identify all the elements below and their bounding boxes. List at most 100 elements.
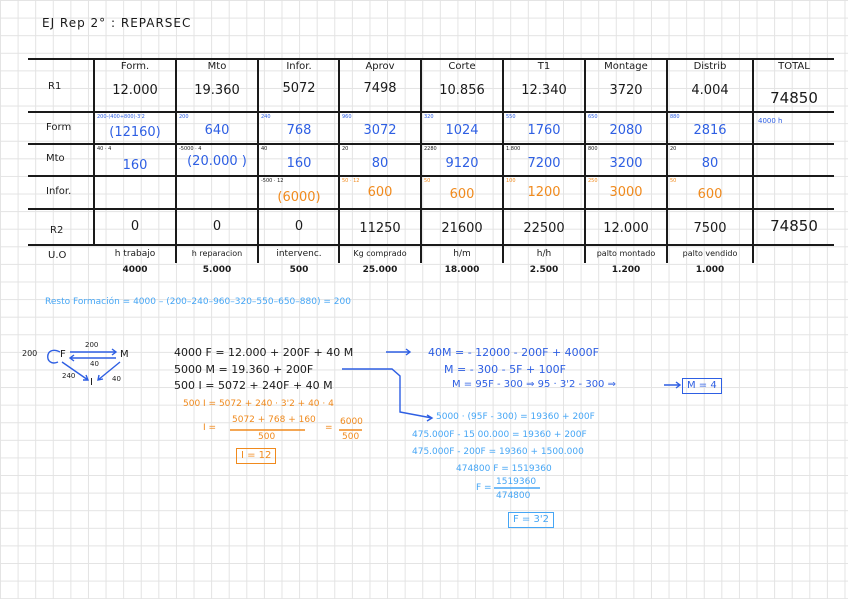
row-label-infor: Infor. (46, 186, 72, 197)
m-step-3: M = 95F - 300 ⇒ 95 · 3'2 - 300 ⇒ (452, 379, 616, 390)
form-corte: 1024 (445, 123, 479, 138)
mto-corte: 9120 (445, 156, 479, 171)
infor-aprov: 600 (367, 185, 393, 200)
r1-infor: 5072 (282, 81, 316, 96)
i-step-2-denominator: 500 (258, 432, 276, 442)
uo-unit-mto: h reparacion (191, 249, 243, 258)
diagram-arrow-fi: 240 (62, 372, 76, 380)
infor-corte: 600 (449, 187, 475, 202)
cost-distribution-table: Form. Mto Infor. Aprov Corte T1 Montage … (28, 58, 834, 280)
header-total: TOTAL (778, 61, 810, 72)
uo-unit-corte: h/m (453, 249, 471, 259)
header-corte: Corte (448, 61, 476, 72)
mto-t1: 7200 (527, 156, 561, 171)
mto-note-aprov: 20 (342, 146, 349, 152)
i-step-2-numerator: 5072 + 768 + 160 (232, 415, 316, 425)
resto-formacion-note: Resto Formación = 4000 – (200–240–960–32… (45, 297, 351, 307)
infor-distrib: 600 (697, 187, 723, 202)
mto-note-montage: 800 (588, 146, 598, 152)
row-label-r2: R2 (50, 225, 64, 236)
row-label-mto: Mto (46, 153, 65, 164)
r2-aprov: 11250 (359, 221, 401, 236)
uo-unit-infor: intervenc. (276, 249, 322, 259)
arrow-m-to-f-bottom (68, 354, 116, 362)
infor-note-corte: 50 (424, 178, 431, 184)
infor-note-t1: 100 (506, 178, 516, 184)
row-label-r1: R1 (48, 81, 62, 92)
table-rule (28, 143, 834, 145)
uo-unit-distrib: palto vendido (682, 249, 738, 258)
i-step-2-result-numerator: 6000 (340, 417, 363, 427)
r1-form: 12.000 (112, 83, 158, 98)
infor-montage: 3000 (609, 185, 643, 200)
r1-distrib: 4.004 (691, 83, 729, 98)
table-rule (28, 208, 834, 210)
uo-value-infor: 500 (289, 265, 309, 275)
form-t1: 1760 (527, 123, 561, 138)
mto-distrib: 80 (701, 156, 719, 171)
form-total-note: 4000 h (758, 117, 783, 125)
form-note-t1: 550 (506, 114, 516, 120)
loop-arrow (47, 349, 61, 364)
form-note-montage: 650 (588, 114, 598, 120)
mto-mto: (20.000 ) (187, 154, 247, 169)
table-rule (584, 58, 586, 263)
uo-unit-aprov: Kg comprado (353, 249, 407, 258)
i-step-2-lhs: I = (203, 423, 217, 433)
m-step-2: M = - 300 - 5F + 100F (444, 363, 566, 376)
table-rule (338, 58, 340, 263)
table-rule (28, 111, 834, 113)
mto-note-distrib: 20 (670, 146, 677, 152)
i-result-box: I = 12 (236, 448, 277, 464)
uo-value-mto: 5.000 (202, 265, 232, 275)
f-step-4: 474800 F = 1519360 (456, 464, 552, 474)
form-montage: 2080 (609, 123, 643, 138)
page-title: EJ Rep 2° : REPARSEC (42, 16, 192, 30)
mto-note-corte: 2280 (424, 146, 437, 152)
infor-note-distrib: 50 (670, 178, 677, 184)
form-distrib: 2816 (693, 123, 727, 138)
table-rule (666, 58, 668, 263)
diagram-arrow-fm-bottom: 40 (90, 360, 99, 368)
infor-infor: (6000) (277, 190, 321, 205)
uo-value-form: 4000 (122, 265, 148, 275)
uo-value-corte: 18.000 (444, 265, 480, 275)
infor-note-infor: -500 · 12 (261, 178, 284, 184)
table-rule (752, 58, 754, 263)
table-rule (28, 58, 834, 60)
mto-aprov: 80 (371, 156, 389, 171)
uo-value-aprov: 25.000 (362, 265, 398, 275)
r1-t1: 12.340 (521, 83, 567, 98)
uo-unit-montage: palto montado (596, 249, 656, 258)
mto-note-t1: 1.800 (506, 146, 521, 152)
table-rule (175, 58, 177, 263)
table-rule (93, 58, 95, 244)
mto-infor: 160 (286, 156, 312, 171)
r2-form: 0 (130, 219, 140, 234)
i-step-2-equals: = (325, 423, 333, 433)
header-aprov: Aprov (365, 61, 395, 72)
f-result-box: F = 3'2 (508, 512, 554, 528)
diagram-node-m: M (120, 349, 129, 360)
f-step-5-denominator: 474800 (496, 491, 531, 501)
arrow-f-to-i (61, 361, 90, 381)
uo-value-t1: 2.500 (529, 265, 559, 275)
mto-montage: 3200 (609, 156, 643, 171)
connector-eq2-to-f (342, 368, 434, 422)
arrow-m-to-i (97, 361, 121, 381)
infor-note-aprov: 50 · 12 (342, 178, 360, 184)
r2-corte: 21600 (441, 221, 483, 236)
connector-result-to-m (664, 381, 682, 389)
f-step-5-numerator: 1519360 (496, 477, 537, 487)
table-rule (28, 244, 834, 246)
form-note-distrib: 880 (670, 114, 680, 120)
diagram-arrow-fm-top: 200 (85, 341, 99, 349)
r2-t1: 22500 (523, 221, 565, 236)
r1-montage: 3720 (609, 83, 643, 98)
r2-montage: 12.000 (603, 221, 649, 236)
form-form: (12160) (109, 125, 161, 140)
r2-distrib: 7500 (693, 221, 727, 236)
form-mto: 640 (204, 123, 230, 138)
equation-3: 500 I = 5072 + 240F + 40 M (174, 379, 333, 392)
